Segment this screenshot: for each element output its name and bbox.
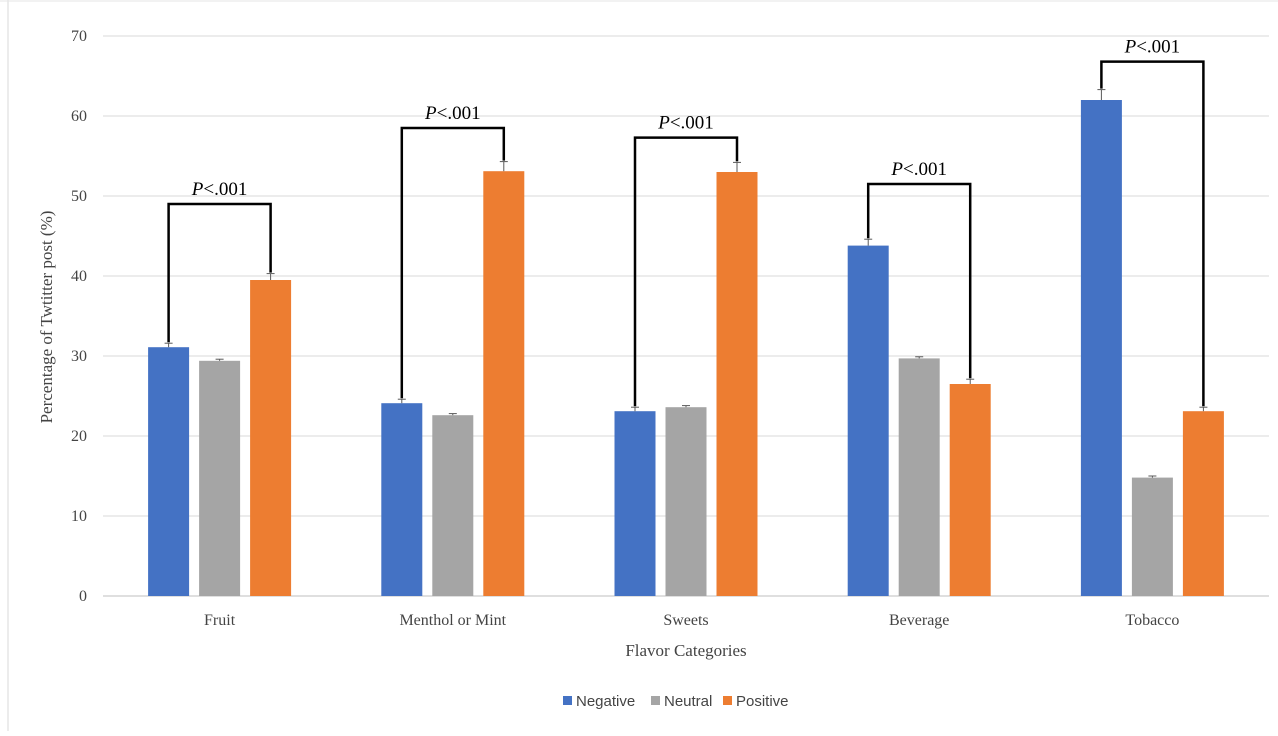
- legend-swatch-neutral: [651, 696, 660, 705]
- significance-bracket: [400, 126, 506, 399]
- p-value-label: P<.001: [191, 179, 248, 200]
- significance-bracket: [1100, 60, 1205, 407]
- p-symbol: P: [657, 113, 670, 134]
- legend-label-positive: Positive: [736, 693, 789, 710]
- y-tick-label: 20: [71, 428, 87, 445]
- p-threshold: <.001: [1136, 37, 1180, 58]
- bars: [148, 100, 1224, 596]
- bar-neutral: [898, 358, 940, 596]
- bar-neutral: [1131, 477, 1173, 596]
- y-tick-label: 60: [71, 108, 87, 125]
- x-category-label: Menthol or Mint: [399, 612, 506, 629]
- p-value-label: P<.001: [1124, 37, 1181, 58]
- bar-neutral: [432, 415, 474, 596]
- x-category-label: Beverage: [889, 612, 949, 629]
- p-threshold: <.001: [203, 179, 247, 200]
- y-tick-label: 50: [71, 188, 87, 205]
- bar-neutral: [665, 407, 707, 596]
- bar-positive: [483, 171, 525, 596]
- p-value-label: P<.001: [657, 113, 714, 134]
- bar-negative: [614, 411, 656, 596]
- x-category-label: Tobacco: [1125, 612, 1179, 629]
- p-threshold: <.001: [670, 113, 714, 134]
- y-axis-ticks: 0 10 20 30 40 50 60 70: [71, 28, 87, 605]
- bar-negative: [381, 403, 423, 596]
- y-tick-label: 40: [71, 268, 87, 285]
- legend-swatch-negative: [563, 696, 572, 705]
- bar-negative: [847, 245, 889, 596]
- bar-neutral: [199, 360, 241, 596]
- significance-bracket: [866, 182, 972, 379]
- x-axis-categories: Fruit Menthol or Mint Sweets Beverage Tobacc…: [204, 612, 1179, 629]
- y-tick-label: 10: [71, 508, 87, 525]
- significance-bracket: [167, 202, 272, 343]
- p-value-label: P<.001: [890, 159, 947, 180]
- y-tick-label: 70: [71, 28, 87, 45]
- legend: Negative Neutral Positive: [563, 693, 789, 710]
- p-value-label: P<.001: [424, 103, 481, 124]
- p-symbol: P: [424, 103, 437, 124]
- y-axis-title: Percentage of Twtitter post (%): [37, 211, 56, 424]
- legend-label-negative: Negative: [576, 693, 635, 710]
- p-threshold: <.001: [903, 159, 947, 180]
- p-symbol: P: [890, 159, 903, 180]
- significance-bracket: [633, 136, 739, 407]
- legend-label-neutral: Neutral: [664, 693, 712, 710]
- y-tick-label: 0: [79, 588, 87, 605]
- bar-positive: [250, 280, 292, 596]
- bar-negative: [1080, 100, 1122, 596]
- x-axis-title: Flavor Categories: [625, 641, 746, 660]
- y-tick-label: 30: [71, 348, 87, 365]
- bar-positive: [1182, 411, 1224, 596]
- bar-negative: [148, 347, 190, 596]
- bar-positive: [949, 384, 991, 596]
- x-category-label: Fruit: [204, 612, 236, 629]
- p-threshold: <.001: [437, 103, 481, 124]
- x-category-label: Sweets: [663, 612, 708, 629]
- p-symbol: P: [191, 179, 204, 200]
- p-symbol: P: [1124, 37, 1137, 58]
- bar-positive: [716, 172, 758, 596]
- error-bars: [164, 89, 1208, 478]
- legend-swatch-positive: [723, 696, 732, 705]
